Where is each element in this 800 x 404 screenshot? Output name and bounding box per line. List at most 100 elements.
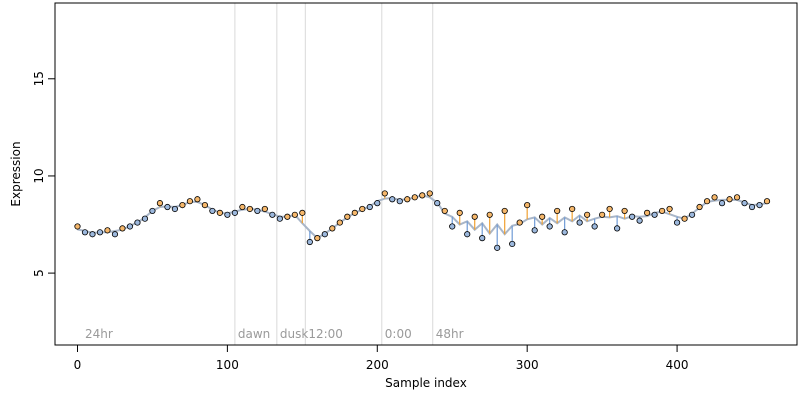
data-point-16 bbox=[194, 196, 201, 203]
y-tick-label-15: 15 bbox=[32, 71, 46, 86]
data-point-29 bbox=[291, 211, 298, 218]
x-axis: 0 100 200 300 400 bbox=[74, 344, 689, 372]
data-point-82 bbox=[688, 211, 696, 218]
data-point-21 bbox=[231, 209, 238, 216]
x-tick-label-300: 300 bbox=[516, 358, 539, 372]
data-point-60 bbox=[524, 201, 531, 209]
data-point-74 bbox=[629, 213, 636, 220]
data-point-5 bbox=[111, 231, 119, 238]
region-label-4: 12:00 bbox=[308, 327, 343, 341]
data-point-78 bbox=[658, 207, 666, 215]
data-point-41 bbox=[381, 190, 388, 197]
data-point-88 bbox=[733, 194, 741, 201]
x-tick-label-400: 400 bbox=[666, 358, 689, 372]
data-point-49 bbox=[441, 207, 448, 215]
data-point-22 bbox=[239, 203, 246, 211]
y-axis: 5 10 15 bbox=[32, 71, 56, 277]
data-point-14 bbox=[179, 201, 186, 209]
data-point-9 bbox=[141, 215, 149, 222]
data-point-83 bbox=[696, 203, 703, 211]
data-point-52 bbox=[464, 231, 471, 238]
data-point-75 bbox=[636, 217, 643, 224]
data-point-59 bbox=[516, 219, 523, 226]
data-point-64 bbox=[554, 207, 561, 215]
data-point-24 bbox=[254, 207, 261, 215]
data-point-80 bbox=[673, 219, 681, 226]
data-points bbox=[74, 190, 771, 251]
y-tick-label-10: 10 bbox=[32, 168, 46, 183]
data-point-2 bbox=[89, 231, 96, 238]
data-point-48 bbox=[434, 200, 441, 207]
data-point-34 bbox=[329, 225, 336, 232]
data-point-13 bbox=[171, 205, 179, 213]
data-point-45 bbox=[411, 194, 418, 201]
region-labels: 24hr dawn dusk 12:00 0:00 48hr bbox=[85, 327, 464, 341]
data-point-20 bbox=[224, 211, 231, 218]
data-point-4 bbox=[104, 227, 111, 234]
trend-line bbox=[77, 194, 768, 240]
region-label-2: dawn bbox=[238, 327, 270, 341]
data-point-90 bbox=[748, 203, 756, 211]
data-point-69 bbox=[591, 223, 598, 230]
data-point-81 bbox=[681, 215, 688, 222]
data-point-30 bbox=[299, 209, 306, 216]
data-point-51 bbox=[456, 209, 463, 216]
data-point-79 bbox=[666, 205, 673, 213]
data-point-89 bbox=[741, 200, 748, 207]
data-point-66 bbox=[569, 205, 576, 213]
data-point-33 bbox=[321, 231, 328, 238]
data-point-71 bbox=[606, 205, 613, 213]
y-axis-label: Expression bbox=[9, 141, 23, 206]
data-point-72 bbox=[614, 225, 621, 232]
region-label-6: 48hr bbox=[436, 327, 464, 341]
x-tick-label-0: 0 bbox=[74, 358, 82, 372]
data-point-53 bbox=[471, 213, 478, 220]
data-point-26 bbox=[269, 211, 276, 218]
data-point-19 bbox=[216, 209, 223, 216]
data-point-8 bbox=[134, 219, 141, 226]
data-point-67 bbox=[576, 219, 583, 226]
data-point-84 bbox=[703, 198, 711, 205]
region-label-1: 24hr bbox=[85, 327, 113, 341]
data-point-10 bbox=[149, 207, 156, 215]
data-point-87 bbox=[726, 196, 733, 203]
data-point-61 bbox=[531, 227, 538, 234]
data-point-91 bbox=[756, 201, 763, 209]
data-point-73 bbox=[621, 207, 628, 215]
data-point-12 bbox=[164, 203, 171, 211]
residual-segments bbox=[76, 193, 768, 248]
data-point-32 bbox=[314, 235, 321, 242]
data-point-68 bbox=[584, 211, 591, 218]
data-point-63 bbox=[546, 223, 553, 230]
data-point-65 bbox=[561, 229, 568, 236]
data-point-62 bbox=[539, 213, 546, 220]
data-point-47 bbox=[426, 190, 433, 197]
data-point-25 bbox=[261, 205, 268, 213]
data-point-54 bbox=[479, 235, 486, 242]
data-point-23 bbox=[246, 205, 253, 213]
data-point-43 bbox=[396, 198, 403, 205]
data-point-6 bbox=[119, 225, 126, 232]
data-point-86 bbox=[718, 200, 726, 207]
region-label-5: 0:00 bbox=[385, 327, 412, 341]
data-point-7 bbox=[126, 223, 134, 230]
x-axis-label: Sample index bbox=[385, 376, 467, 390]
x-tick-label-200: 200 bbox=[366, 358, 389, 372]
x-tick-label-100: 100 bbox=[216, 358, 239, 372]
data-point-57 bbox=[501, 207, 508, 215]
data-point-28 bbox=[284, 213, 291, 220]
data-point-56 bbox=[494, 244, 501, 251]
data-point-15 bbox=[186, 198, 194, 205]
data-point-27 bbox=[276, 215, 283, 222]
data-point-38 bbox=[359, 205, 366, 213]
y-tick-label-5: 5 bbox=[32, 269, 46, 277]
plot-frame bbox=[54, 2, 798, 346]
data-point-85 bbox=[711, 194, 718, 201]
trend-line-group bbox=[77, 194, 768, 240]
data-point-77 bbox=[651, 211, 658, 218]
data-point-40 bbox=[374, 200, 381, 207]
data-point-36 bbox=[344, 213, 351, 220]
data-point-92 bbox=[763, 198, 771, 205]
